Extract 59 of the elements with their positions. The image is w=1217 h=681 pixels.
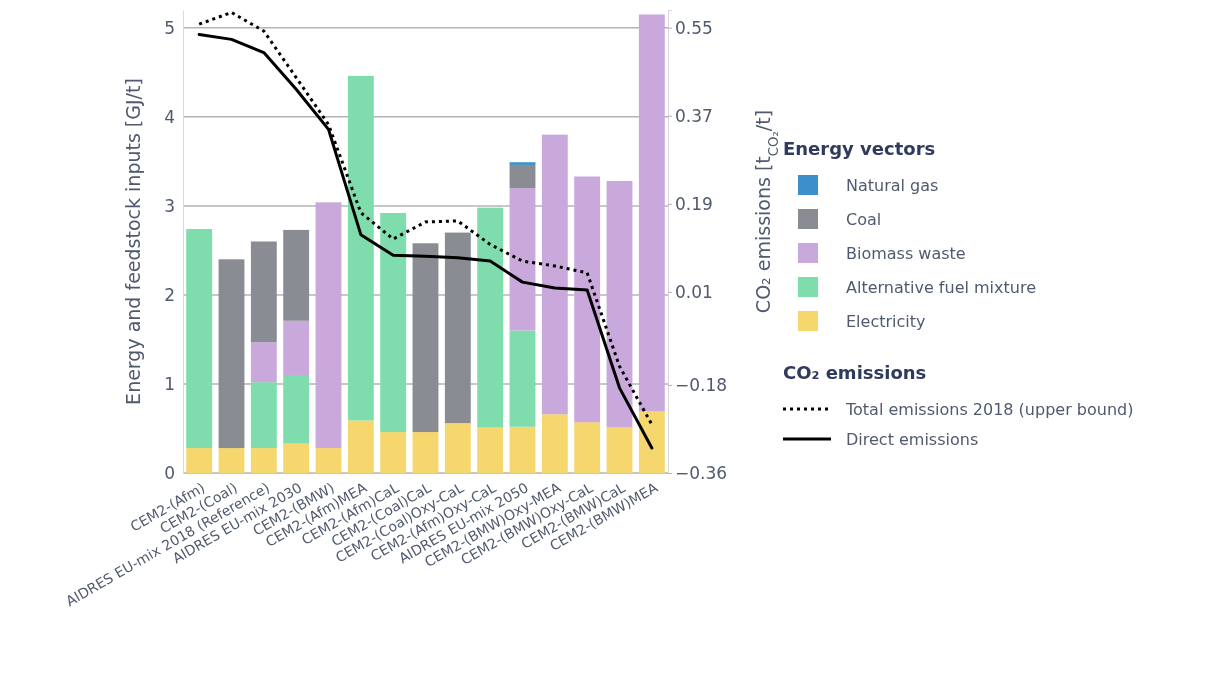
bar bbox=[509, 162, 536, 165]
bar bbox=[412, 432, 439, 473]
bar bbox=[412, 243, 439, 433]
bar bbox=[509, 188, 536, 331]
bar bbox=[509, 164, 536, 189]
bar bbox=[218, 448, 245, 473]
bar bbox=[283, 320, 310, 376]
bar bbox=[638, 411, 665, 473]
bar bbox=[186, 229, 213, 449]
bar bbox=[283, 229, 310, 321]
legend-label: Total emissions 2018 (upper bound) bbox=[845, 400, 1134, 419]
legend-label: Alternative fuel mixture bbox=[846, 278, 1036, 297]
bar bbox=[638, 14, 665, 412]
bar bbox=[541, 134, 568, 415]
bar bbox=[347, 75, 374, 421]
bar bbox=[250, 241, 277, 343]
legend-label: Natural gas bbox=[846, 176, 939, 195]
bar bbox=[250, 382, 277, 449]
y-tick-label: 3 bbox=[164, 195, 175, 216]
bar bbox=[380, 213, 407, 433]
bar bbox=[250, 342, 277, 383]
bar bbox=[509, 330, 536, 427]
y2-tick-label: −0.36 bbox=[675, 462, 728, 483]
legend-label: Coal bbox=[846, 210, 882, 229]
y-tick-label: 0 bbox=[164, 462, 175, 483]
bar bbox=[477, 207, 504, 428]
legend-label: Electricity bbox=[846, 312, 926, 331]
y2-tick-label: 0.19 bbox=[675, 193, 713, 214]
bar bbox=[444, 423, 471, 473]
y-tick-label: 5 bbox=[164, 17, 175, 38]
bar bbox=[250, 448, 277, 473]
bar bbox=[606, 180, 633, 428]
y-tick-label: 1 bbox=[164, 373, 175, 394]
legend-title: Energy vectors bbox=[783, 138, 936, 159]
bar bbox=[315, 448, 342, 473]
bar bbox=[574, 422, 601, 473]
y2-tick-label: 0.55 bbox=[675, 17, 713, 38]
bar bbox=[574, 176, 601, 423]
y-tick-label: 4 bbox=[164, 106, 175, 127]
y-tick-label: 2 bbox=[164, 284, 175, 305]
bar bbox=[444, 232, 471, 424]
bar bbox=[477, 427, 504, 473]
bar bbox=[218, 259, 245, 449]
y2-tick-label: 0.37 bbox=[675, 105, 713, 126]
bar bbox=[606, 427, 633, 473]
bar bbox=[315, 202, 342, 449]
y2-tick-label: −0.18 bbox=[675, 374, 728, 395]
bar bbox=[380, 432, 407, 473]
y-axis-title: Energy and feedstock inputs [GJ/t] bbox=[122, 78, 144, 405]
bar bbox=[186, 448, 213, 473]
legend-label: Biomass waste bbox=[846, 244, 966, 263]
y2-tick-label: 0.01 bbox=[675, 281, 713, 302]
bar bbox=[541, 414, 568, 473]
bar bbox=[509, 426, 536, 473]
bar bbox=[347, 420, 374, 473]
bar bbox=[283, 443, 310, 473]
bar bbox=[283, 375, 310, 444]
text: CO₂ emissions bbox=[783, 362, 927, 383]
legend-label: Direct emissions bbox=[846, 430, 979, 449]
